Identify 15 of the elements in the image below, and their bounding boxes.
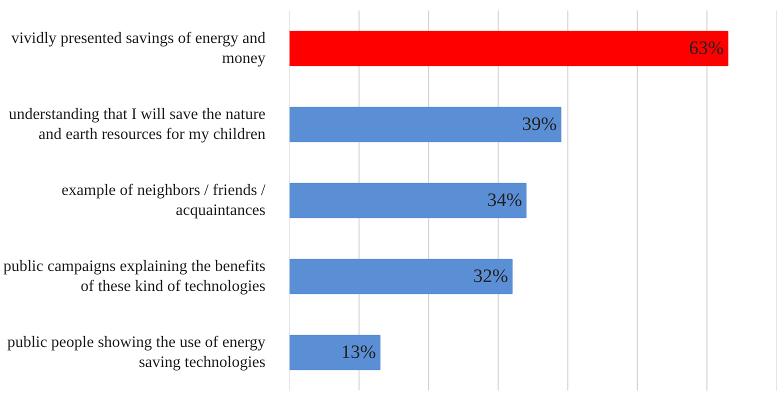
bar (290, 334, 380, 370)
y-tick-label: understanding that I will save the nature and earth resources for my children (8, 106, 266, 144)
bar (290, 258, 513, 294)
data-label: 34% (487, 190, 522, 211)
y-tick-label: public campaigns explaining the benefits of these kind of technologies (3, 258, 266, 296)
bar (290, 30, 728, 66)
bar (290, 106, 562, 142)
bar (290, 182, 527, 218)
data-label: 32% (473, 266, 508, 287)
y-tick-label: public people showing the use of energy saving technologies (7, 334, 266, 372)
data-label: 39% (522, 114, 557, 135)
y-tick-label: example of neighbors / friends / acquaintances (62, 182, 266, 220)
data-label: 13% (341, 342, 376, 363)
y-tick-label: vividly presented savings of energy and money (11, 30, 266, 68)
data-label: 63% (688, 38, 724, 59)
